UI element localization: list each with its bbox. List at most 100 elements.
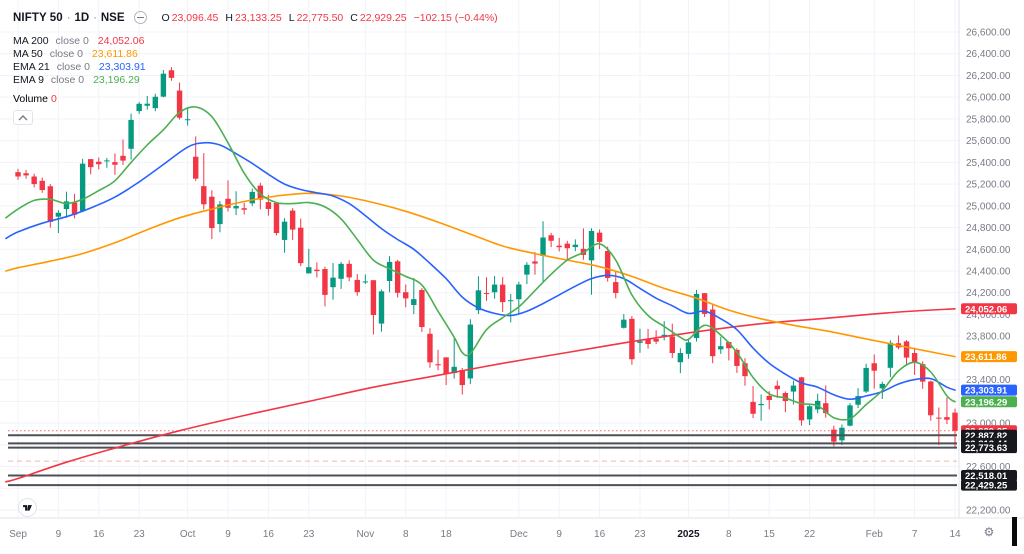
price-tick-label: 25,200.00	[966, 180, 1011, 191]
price-axis-pill: 23,303.91	[961, 384, 1017, 397]
symbol-title[interactable]: NIFTY 50	[13, 11, 63, 24]
collapse-pane-button[interactable]	[13, 110, 33, 125]
time-tick-label: 8	[403, 529, 409, 540]
candle-body	[31, 176, 37, 185]
price-tick-label: 25,000.00	[966, 201, 1011, 212]
svg-text:22,773.63: 22,773.63	[965, 443, 1007, 454]
candlestick-series	[15, 67, 958, 448]
chevron-up-icon	[18, 114, 28, 120]
candle-body	[136, 103, 142, 112]
candle-body	[613, 282, 619, 293]
candle-body	[427, 333, 433, 363]
candle-body	[419, 290, 425, 328]
time-tick-label: Feb	[866, 529, 884, 540]
candle-body	[790, 385, 797, 392]
price-tick-label: 23,800.00	[966, 332, 1011, 343]
candle-body	[152, 96, 159, 109]
candle-body	[782, 392, 789, 402]
candle-body	[871, 363, 877, 371]
candle-body	[193, 156, 199, 179]
time-tick-label: 15	[764, 529, 776, 540]
svg-text:22,887.82: 22,887.82	[965, 431, 1007, 442]
candle-body	[887, 342, 894, 368]
price-tick-label: 26,200.00	[966, 71, 1011, 82]
separator: ·	[66, 11, 71, 24]
open-value: 23,096.45	[171, 11, 219, 24]
candle-body	[645, 339, 651, 345]
candle-body	[386, 261, 393, 281]
candle-body	[451, 366, 457, 374]
candle-body	[55, 212, 62, 217]
price-tick-label: 23,400.00	[966, 375, 1011, 386]
time-tick-label: 22	[804, 529, 816, 540]
candle-body	[483, 293, 490, 295]
candle-body	[798, 377, 805, 421]
indicator-name: EMA 21	[13, 61, 50, 73]
price-tick-label: 26,400.00	[966, 49, 1011, 60]
candle-body	[184, 119, 191, 121]
candle-body	[144, 103, 150, 106]
candle-body	[112, 162, 118, 165]
candle-body	[709, 309, 716, 357]
ma-50-line	[5, 192, 956, 358]
candle-body	[233, 206, 239, 209]
indicator-row-ma50: MA 50 close 0 23,611.86	[13, 48, 498, 61]
timezone-settings-gear-icon[interactable]: ⚙	[983, 525, 995, 539]
interval-label[interactable]: 1D	[74, 11, 90, 24]
candle-body	[298, 227, 304, 264]
candle-body	[265, 202, 272, 209]
price-tick-label: 25,800.00	[966, 114, 1011, 125]
candle-body	[128, 119, 134, 149]
close-value: 22,929.25	[359, 11, 407, 24]
indicator-value: 0	[50, 93, 57, 105]
candle-body	[289, 210, 296, 230]
indicator-value: 23,611.86	[91, 48, 138, 60]
candle-body	[443, 357, 449, 374]
candle-body	[693, 293, 700, 339]
time-tick-label: 7	[912, 529, 918, 540]
indicator-params: close 0	[49, 48, 83, 60]
time-tick-label: 16	[93, 529, 105, 540]
time-tick-label: 23	[134, 529, 146, 540]
candle-body	[322, 269, 328, 295]
svg-text:24,052.06: 24,052.06	[965, 304, 1007, 315]
candle-body	[944, 417, 950, 420]
time-tick-label: 9	[56, 529, 62, 540]
candle-body	[734, 349, 740, 366]
candle-body	[516, 284, 522, 300]
candle-body	[225, 198, 231, 208]
tradingview-logo[interactable]	[18, 498, 37, 517]
candle-body	[338, 263, 344, 279]
candle-body	[209, 196, 215, 229]
time-axis[interactable]: Sep 9 16 23 Oct 9 16 23 Nov 8 18 Dec 9 16 23 2025 8 15 22 F…	[9, 529, 961, 540]
candle-body	[346, 263, 352, 278]
price-axis[interactable]: 22,200.00 22,600.00 23,000.00 23,400.00 23,8…	[961, 28, 1017, 517]
window-edge-bar	[1012, 517, 1017, 546]
collapse-legend-icon[interactable]	[133, 11, 147, 24]
svg-text:22,518.01: 22,518.01	[965, 471, 1008, 482]
candle-body	[475, 290, 482, 311]
axis-separators	[0, 0, 1024, 519]
time-tick-label: 16	[594, 529, 606, 540]
indicator-name: MA 50	[13, 48, 43, 60]
exchange-label[interactable]: NSE	[100, 11, 125, 24]
indicator-row-ema9: EMA 9 close 0 23,196.29	[13, 74, 498, 87]
grid-lines	[0, 0, 959, 518]
candle-body	[548, 235, 554, 241]
candle-body	[911, 353, 918, 363]
open-label: O	[161, 11, 170, 24]
price-axis-pill: 24,052.06	[961, 303, 1017, 315]
time-tick-label: Nov	[356, 529, 374, 540]
candle-body	[952, 412, 958, 431]
candle-body	[540, 237, 546, 256]
time-tick-label: 2025	[677, 529, 700, 540]
candle-body	[928, 381, 934, 416]
price-axis-pill: 23,196.29	[961, 396, 1017, 408]
support-level-lines[interactable]	[8, 434, 957, 487]
candle-body	[87, 159, 94, 168]
candle-body	[823, 403, 829, 414]
ohlc-readout: O 23,096.45 H 23,133.25 L 22,775.50 C 22,929…	[155, 12, 498, 24]
svg-text:23,611.86: 23,611.86	[965, 352, 1007, 363]
